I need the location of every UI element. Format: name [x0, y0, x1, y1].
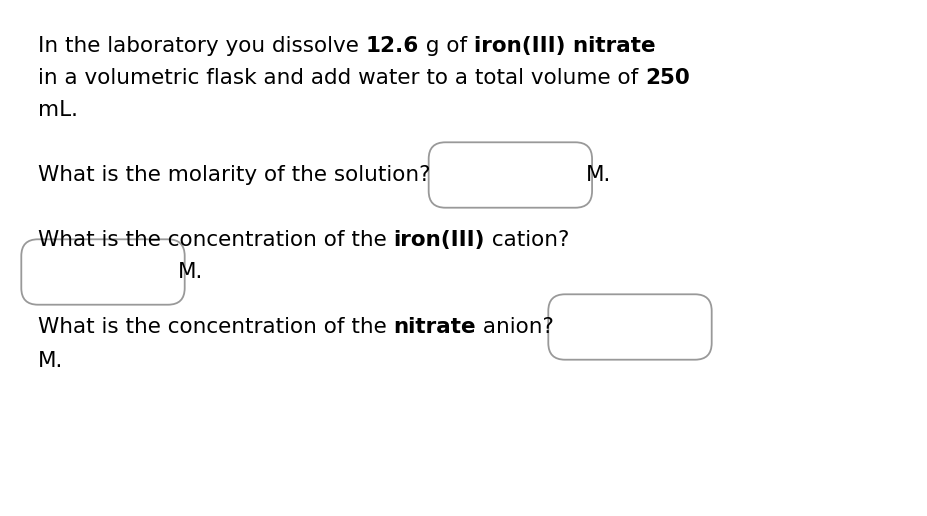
Text: M.: M.	[178, 262, 203, 282]
Text: In the laboratory you dissolve: In the laboratory you dissolve	[38, 36, 365, 56]
Text: 12.6: 12.6	[365, 36, 419, 56]
Text: iron(III) nitrate: iron(III) nitrate	[474, 36, 654, 56]
Text: What is the molarity of the solution?: What is the molarity of the solution?	[38, 165, 437, 185]
Text: What is the concentration of the: What is the concentration of the	[38, 230, 393, 250]
Text: mL.: mL.	[38, 100, 78, 120]
Text: in a volumetric flask and add water to a total volume of: in a volumetric flask and add water to a…	[38, 68, 644, 88]
Text: anion?: anion?	[476, 317, 561, 337]
FancyBboxPatch shape	[428, 142, 591, 208]
Text: M.: M.	[38, 351, 63, 371]
FancyBboxPatch shape	[548, 294, 711, 360]
Text: g of: g of	[419, 36, 474, 56]
FancyBboxPatch shape	[21, 239, 184, 305]
Text: nitrate: nitrate	[393, 317, 476, 337]
Text: What is the concentration of the: What is the concentration of the	[38, 317, 393, 337]
Text: cation?: cation?	[485, 230, 569, 250]
Text: iron(III): iron(III)	[393, 230, 485, 250]
Text: M.: M.	[585, 165, 610, 185]
Text: 250: 250	[644, 68, 689, 88]
